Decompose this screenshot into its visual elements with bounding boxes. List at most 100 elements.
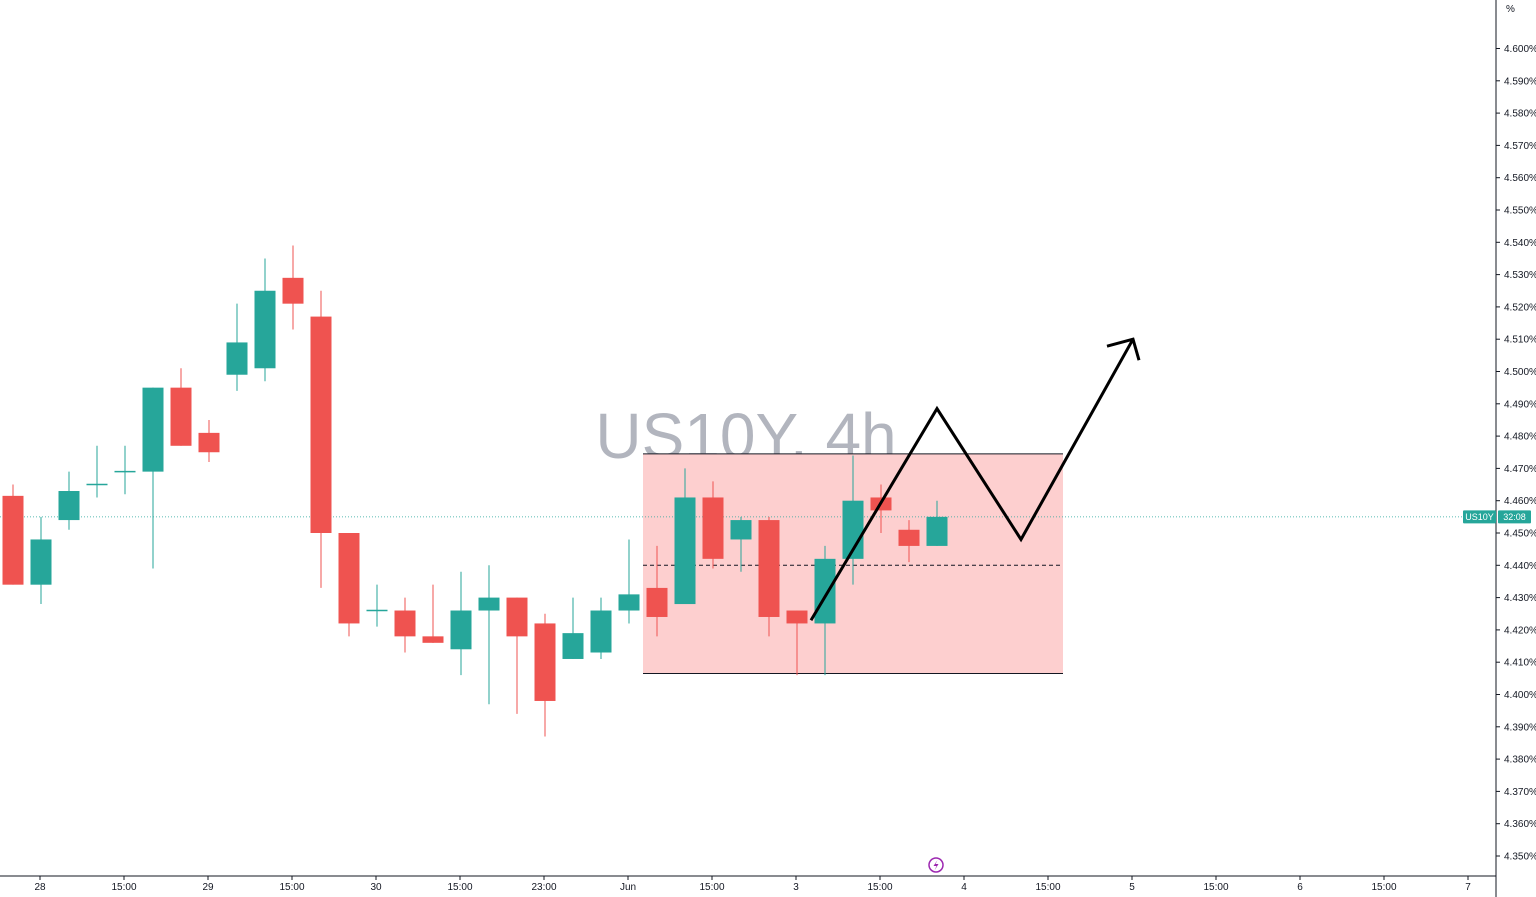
- y-tick-label: 4.540%: [1504, 238, 1536, 249]
- y-tick-label: 4.420%: [1504, 625, 1536, 636]
- projection-arrowhead: [1106, 337, 1141, 361]
- candle[interactable]: [702, 481, 724, 569]
- candle-body: [674, 497, 696, 605]
- candle-body: [282, 277, 304, 304]
- y-tick-label: 4.470%: [1504, 464, 1536, 475]
- y-tick-label: 4.350%: [1504, 852, 1536, 863]
- candle[interactable]: [226, 303, 248, 391]
- candle-body: [254, 290, 276, 369]
- candle-body: [534, 623, 556, 701]
- candle[interactable]: [170, 368, 192, 446]
- candle[interactable]: [394, 597, 416, 653]
- candle-body: [590, 610, 612, 653]
- candle[interactable]: [646, 545, 668, 637]
- x-tick-label: 6: [1297, 882, 1303, 893]
- candle[interactable]: [926, 500, 948, 546]
- y-tick-label: 4.600%: [1504, 44, 1536, 55]
- candles-layer: [2, 245, 948, 737]
- y-tick-label: 4.460%: [1504, 496, 1536, 507]
- candle-body: [898, 529, 920, 546]
- candle[interactable]: [618, 539, 640, 624]
- projection-layer: [809, 337, 1141, 621]
- y-tick-label: 4.390%: [1504, 722, 1536, 733]
- candle[interactable]: [534, 613, 556, 737]
- x-tick-label: 15:00: [699, 882, 724, 893]
- candle[interactable]: [310, 290, 332, 588]
- y-tick-label: 4.520%: [1504, 302, 1536, 313]
- candle-body: [422, 636, 444, 643]
- x-tick-label: 23:00: [531, 882, 556, 893]
- candle[interactable]: [758, 516, 780, 637]
- x-tick-label: 15:00: [1371, 882, 1396, 893]
- lightning-icon-bolt: [933, 860, 939, 871]
- candle-body: [730, 520, 752, 540]
- candle[interactable]: [282, 245, 304, 330]
- x-tick-label: 15:00: [111, 882, 136, 893]
- projection-path[interactable]: [809, 338, 1135, 621]
- lightning-icon[interactable]: [928, 857, 944, 873]
- y-tick-label: 4.380%: [1504, 755, 1536, 766]
- x-tick-label: Jun: [620, 882, 636, 893]
- candle[interactable]: [506, 597, 528, 714]
- candle-body: [618, 594, 640, 611]
- candle[interactable]: [366, 584, 388, 627]
- y-tick-label: 4.570%: [1504, 141, 1536, 152]
- candle[interactable]: [254, 258, 276, 382]
- candle[interactable]: [674, 468, 696, 605]
- candle-body: [786, 610, 808, 624]
- candle[interactable]: [198, 419, 220, 462]
- candle[interactable]: [30, 516, 52, 605]
- price-badge: US10Y 32:08: [1463, 510, 1531, 524]
- y-tick-label: 4.400%: [1504, 690, 1536, 701]
- candle-body: [646, 587, 668, 617]
- y-tick-label: 4.410%: [1504, 658, 1536, 669]
- candle[interactable]: [86, 445, 108, 498]
- x-tick-label: 28: [34, 882, 46, 893]
- candle-body: [226, 342, 248, 375]
- x-tick-label: 3: [793, 882, 799, 893]
- y-tick-label: 4.490%: [1504, 399, 1536, 410]
- x-tick-label: 15:00: [1203, 882, 1228, 893]
- candle-body: [814, 558, 836, 624]
- candle[interactable]: [450, 571, 472, 676]
- candle-body: [758, 520, 780, 617]
- x-tick-label: 15:00: [447, 882, 472, 893]
- candle[interactable]: [842, 455, 864, 585]
- y-tick-label: 4.550%: [1504, 206, 1536, 217]
- x-tick-label: 15:00: [279, 882, 304, 893]
- y-tick-label: 4.530%: [1504, 270, 1536, 281]
- candle-body: [198, 432, 220, 453]
- candle[interactable]: [58, 471, 80, 530]
- candle[interactable]: [338, 533, 360, 637]
- candle-body: [2, 495, 24, 585]
- candle[interactable]: [730, 516, 752, 572]
- candle-body: [926, 516, 948, 546]
- candle-body: [478, 597, 500, 611]
- y-tick-label: 4.440%: [1504, 561, 1536, 572]
- x-tick-label: 5: [1129, 882, 1135, 893]
- candle[interactable]: [422, 584, 444, 643]
- price-badge-symbol-box: [1463, 510, 1496, 524]
- candle-body: [450, 610, 472, 650]
- x-tick-label: 29: [202, 882, 214, 893]
- x-tick-label: 15:00: [867, 882, 892, 893]
- candle[interactable]: [562, 597, 584, 659]
- candle[interactable]: [898, 520, 920, 563]
- x-tick-label: 30: [370, 882, 382, 893]
- price-unit-label: %: [1506, 4, 1515, 15]
- candle[interactable]: [142, 387, 164, 569]
- price-badge-symbol: US10Y: [1465, 512, 1494, 522]
- candle[interactable]: [478, 565, 500, 705]
- y-tick-label: 4.590%: [1504, 76, 1536, 87]
- candle[interactable]: [590, 597, 612, 659]
- y-tick-label: 4.360%: [1504, 819, 1536, 830]
- range-zone-layer: [0, 453, 1496, 675]
- candle-body: [30, 539, 52, 585]
- price-badge-countdown-box: [1498, 510, 1531, 524]
- candle[interactable]: [114, 445, 136, 495]
- candle[interactable]: [2, 484, 24, 585]
- candle[interactable]: [786, 610, 808, 676]
- x-tick-label: 7: [1465, 882, 1471, 893]
